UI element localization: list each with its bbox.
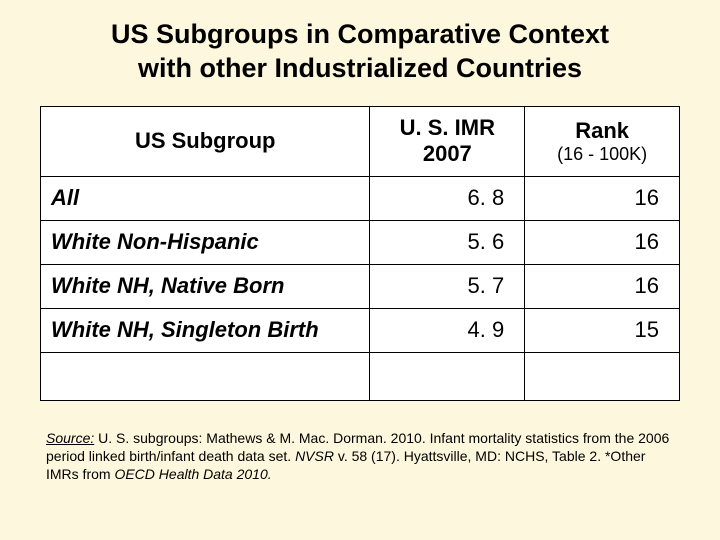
row-label: White Non-Hispanic [41,220,370,264]
header-imr: U. S. IMR 2007 [370,106,525,176]
title-line-1: US Subgroups in Comparative Context [111,19,609,49]
row-imr: 5. 7 [370,264,525,308]
row-imr: 6. 8 [370,176,525,220]
table-empty-row [41,352,680,400]
header-subgroup: US Subgroup [41,106,370,176]
table-row: White NH, Native Born 5. 7 16 [41,264,680,308]
row-label: White NH, Native Born [41,264,370,308]
header-rank: Rank (16 - 100K) [525,106,680,176]
table-header-row: US Subgroup U. S. IMR 2007 Rank (16 - 10… [41,106,680,176]
row-label: All [41,176,370,220]
row-imr: 4. 9 [370,308,525,352]
header-rank-line2: (16 - 100K) [535,144,669,165]
empty-cell [370,352,525,400]
slide-title: US Subgroups in Comparative Context with… [36,18,684,86]
row-imr: 5. 6 [370,220,525,264]
empty-cell [41,352,370,400]
source-citation: Source: U. S. subgroups: Mathews & M. Ma… [46,429,674,484]
row-rank: 16 [525,264,680,308]
table-row: White Non-Hispanic 5. 6 16 [41,220,680,264]
row-rank: 15 [525,308,680,352]
row-rank: 16 [525,176,680,220]
table-row: All 6. 8 16 [41,176,680,220]
header-imr-line1: U. S. IMR [400,115,495,140]
source-italic-1: NVSR [295,448,334,464]
title-line-2: with other Industrialized Countries [138,53,582,83]
table-row: White NH, Singleton Birth 4. 9 15 [41,308,680,352]
row-label: White NH, Singleton Birth [41,308,370,352]
row-rank: 16 [525,220,680,264]
slide: US Subgroups in Comparative Context with… [0,0,720,540]
source-italic-2: OECD Health Data 2010. [114,466,271,482]
data-table: US Subgroup U. S. IMR 2007 Rank (16 - 10… [40,106,680,401]
header-imr-line2: 2007 [423,141,472,166]
empty-cell [525,352,680,400]
source-label: Source: [46,430,94,446]
header-rank-line1: Rank [575,118,629,143]
